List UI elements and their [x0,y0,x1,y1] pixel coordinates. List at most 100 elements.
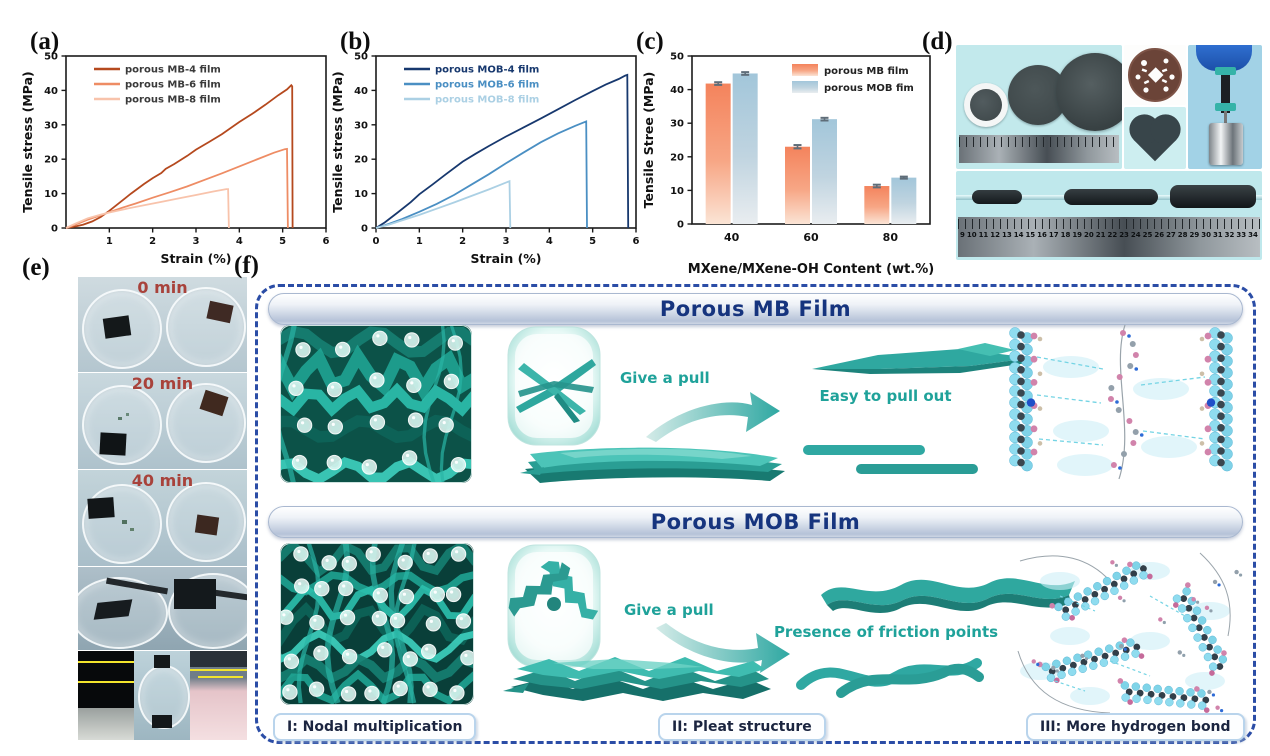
photo-perforated-film [1124,45,1186,105]
mb-pull-arrow [646,392,780,442]
mob-friction-curves [796,658,984,698]
time-label-0min: 0 min [137,278,188,297]
ruler-number: 32 [1224,231,1235,239]
svg-text:Tensile Stree (MPa): Tensile Stree (MPa) [641,72,656,209]
bar [705,83,731,224]
photo-dishes-0min: 0 min [78,277,247,372]
svg-text:porous MB film: porous MB film [824,66,909,77]
svg-text:1: 1 [106,236,113,247]
ruler-number: 15 [1025,231,1036,239]
svg-text:0: 0 [361,224,368,235]
svg-text:5: 5 [589,236,596,247]
dish-front-view [134,651,190,740]
svg-text:porous MB-8 film: porous MB-8 film [125,95,221,106]
series-line [375,179,512,229]
svg-text:Tensile stress (MPa): Tensile stress (MPa) [330,71,345,213]
ruler-number: 9 [960,231,965,239]
debris [126,413,129,416]
svg-text:1: 1 [416,236,423,247]
steel-weight [1209,123,1243,165]
panel-label-b: (b) [340,28,371,55]
footnote-nodal-multiplication: I: Nodal multiplication [273,713,477,741]
mb-action-text: Give a pull [620,369,710,387]
svg-text:2: 2 [149,236,156,247]
mb-sheet-stack [520,447,785,483]
svg-text:30: 30 [44,120,58,131]
svg-text:4: 4 [236,236,243,247]
ruler-number: 12 [990,231,1001,239]
svg-text:Strain (%): Strain (%) [470,251,541,266]
ruler-number: 23 [1119,231,1129,239]
svg-text:2: 2 [459,236,466,247]
photo-panel-degradation: 0 min 20 min 40 min [78,276,247,750]
svg-text:0: 0 [677,220,684,231]
chart-mb-stress-strain: 1 2 3 4 5 6 0 10 20 30 40 50 Strain (%) Tensile stres… [20,52,330,267]
film-edge [190,651,247,667]
mb-hydrogen-bond-diagram [1009,324,1233,480]
svg-text:60: 60 [803,231,819,244]
time-label-40min: 40 min [131,471,194,490]
heart-film-shape [1133,118,1177,162]
film-wrap-medium [1064,189,1158,205]
mb-pulled-out-bar [803,445,925,455]
section-title-mob: Porous MOB Film [650,510,861,534]
svg-text:40: 40 [44,86,58,97]
svg-text:3: 3 [503,236,510,247]
svg-text:3: 3 [193,236,200,247]
glove [1196,45,1252,71]
svg-text:50: 50 [670,52,684,63]
film-wrap-large [1170,185,1256,208]
svg-text:0: 0 [373,236,380,247]
mb-pulled-sheet [812,343,1034,374]
ruler-number: 13 [1002,231,1012,239]
svg-text:50: 50 [44,52,58,63]
photo-film-discs [956,45,1122,169]
ruler-number: 14 [1013,231,1024,239]
mb-flake-icon [507,326,601,446]
ruler-bottom: 9 10 11 12 13 14 15 16 17 18 19 20 21 22 23 24 25 26 27 28 2… [958,217,1260,257]
film-disc-large [1056,53,1122,131]
photo-tweezers [78,567,247,650]
clamp-top [1215,67,1236,75]
svg-text:0: 0 [51,224,58,235]
footnote-pleat-structure: II: Pleat structure [658,713,826,741]
svg-text:20: 20 [670,152,684,163]
film-disc-small-ring [964,83,1008,127]
chart-mob-stress-strain: 0 1 2 3 4 5 6 0 10 20 30 40 50 Strain (%) Tensile stre… [330,52,640,267]
svg-text:6: 6 [323,236,330,247]
debris [118,417,122,420]
film-piece [174,579,216,609]
highlight-line [78,681,134,683]
svg-text:20: 20 [354,155,368,166]
photo-film-wrapped-rod: 9 10 11 12 13 14 15 16 17 18 19 20 21 22 23 24 25 26 27 28 2… [956,171,1262,260]
svg-text:porous MB-4 film: porous MB-4 film [125,65,221,76]
svg-text:porous MOB-4 film: porous MOB-4 film [435,65,539,76]
photo-dishes-40min: 40 min [78,470,247,566]
ruler-number: 28 [1177,231,1188,239]
photo-side-views [78,651,247,740]
svg-text:4: 4 [546,236,553,247]
highlight-line [190,669,247,671]
bar [812,119,837,224]
panel-label-a: (a) [30,28,60,55]
film-chip-black [99,432,127,456]
mb-pulled-out-bar [856,464,978,474]
ruler-number: 18 [1060,231,1071,239]
svg-text:porous MOB-6 film: porous MOB-6 film [435,80,539,91]
bar [732,73,758,224]
hook [1224,111,1227,123]
svg-text:porous MB-6 film: porous MB-6 film [125,80,221,91]
svg-text:10: 10 [670,186,684,197]
ruler-number: 11 [978,231,989,239]
panel-label-c: (c) [636,28,664,55]
ruler-number: 29 [1189,231,1200,239]
photo-film-lifting-weight [1188,45,1262,169]
plot-area: 0 1 2 3 4 5 6 0 10 20 30 40 50 Strain (%) Tensile stre… [330,52,640,267]
debris [122,520,127,524]
svg-text:MXene/MXene-OH Content (wt.%): MXene/MXene-OH Content (wt.%) [688,262,934,277]
series-line [375,73,630,229]
ruler-number: 22 [1107,231,1118,239]
ruler-numbers: 9 10 11 12 13 14 15 16 17 18 19 20 21 22 23 24 25 26 27 28 2… [958,231,1260,239]
panel-label-f: (f) [234,252,259,279]
